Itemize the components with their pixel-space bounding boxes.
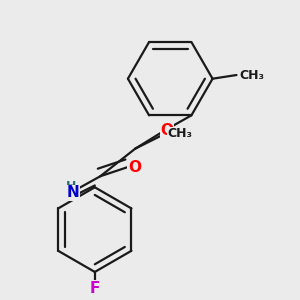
Text: F: F — [90, 281, 100, 296]
Text: CH₃: CH₃ — [167, 128, 192, 140]
Text: N: N — [66, 185, 79, 200]
Text: O: O — [160, 123, 173, 138]
Text: H: H — [66, 180, 76, 193]
Text: O: O — [128, 160, 141, 175]
Text: CH₃: CH₃ — [239, 68, 264, 82]
